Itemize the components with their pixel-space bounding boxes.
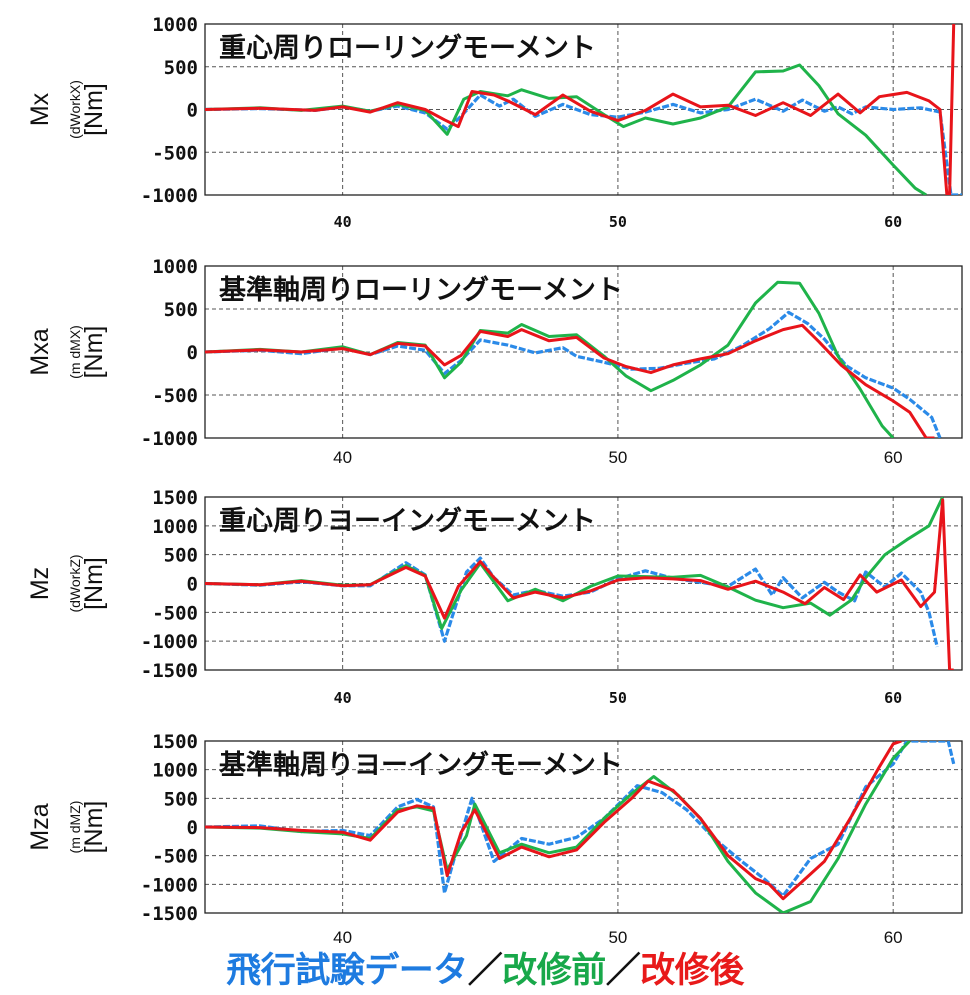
y-axis-label: Mx	[26, 92, 54, 126]
legend-item-after: 改修後	[640, 951, 744, 991]
y-tick-label: 500	[164, 299, 198, 321]
x-tick-label: 40	[333, 928, 352, 947]
y-tick-label: 1500	[152, 731, 198, 753]
y-tick-label: -1000	[141, 874, 198, 896]
y-axis-sublabel: (m dMZ)	[67, 801, 83, 854]
y-axis-unit: [Nm]	[80, 557, 108, 610]
y-tick-label: 0	[187, 342, 198, 364]
x-tick-label: 60	[884, 448, 903, 467]
panel-title: 基準軸周りヨーイングモーメント	[219, 749, 623, 781]
y-tick-label: 1000	[152, 256, 198, 278]
y-tick-label: 500	[164, 788, 198, 810]
chart-panel-1: 1000 500 0 -500 -1000 40 50 60 重心周りローリングモーメント Mx (…	[26, 14, 963, 231]
series-line-flight	[205, 556, 939, 648]
y-axis-label: Mxa	[26, 328, 54, 375]
y-tick-label: -1000	[141, 185, 198, 207]
series-line-after	[205, 498, 954, 670]
legend-item-flight-test: 飛行試験データ	[226, 951, 468, 991]
x-tick-label: 50	[608, 448, 627, 467]
y-tick-label: 1500	[152, 487, 198, 509]
chart-panel-4: 1500 1000 500 0 -500 -1000 -1500 40 50 60 基準軸周りヨーイ…	[26, 731, 963, 947]
y-tick-label: 1000	[152, 516, 198, 538]
chart-panel-3: 1500 1000 500 0 -500 -1000 -1500 40 50 60 重心周りヨーイン…	[26, 487, 963, 707]
y-tick-label: -500	[152, 142, 198, 164]
panel-title: 基準軸周りローリングモーメント	[219, 274, 623, 306]
y-tick-label: 500	[164, 545, 198, 567]
series-line-before	[205, 63, 927, 195]
y-tick-label: 0	[187, 574, 198, 596]
y-tick-label: -500	[152, 385, 198, 407]
panel-title: 重心周りローリングモーメント	[219, 32, 596, 64]
y-tick-label: -1000	[141, 631, 198, 653]
y-tick-label: 0	[187, 817, 198, 839]
y-axis-sublabel: (dWorkZ)	[67, 554, 83, 612]
series-line-after	[205, 741, 902, 901]
y-axis-sublabel: (m dMX)	[67, 325, 83, 379]
panel-title: 重心周りヨーイングモーメント	[219, 505, 596, 537]
y-axis-label: Mza	[26, 803, 54, 850]
legend-separator: ／	[467, 951, 503, 991]
y-axis-unit: [Nm]	[80, 801, 108, 854]
series-line-after	[205, 323, 935, 438]
x-tick-label: 40	[334, 213, 352, 231]
y-axis-unit: [Nm]	[80, 326, 108, 379]
x-tick-label: 40	[334, 689, 352, 707]
y-tick-label: -1500	[141, 903, 198, 925]
chart-panel-2: 1000 500 0 -500 -1000 40 50 60 基準軸周りローリングモーメント Mx…	[26, 256, 963, 467]
legend: 飛行試験データ／改修前／改修後	[0, 951, 970, 991]
x-tick-label: 50	[609, 213, 627, 231]
series-line-flight	[205, 310, 942, 438]
x-tick-label: 50	[609, 689, 627, 707]
series-line-flight	[205, 93, 962, 195]
y-axis-unit: [Nm]	[80, 83, 108, 136]
y-axis-label: Mz	[26, 567, 54, 600]
y-tick-label: -500	[152, 602, 198, 624]
y-tick-label: 1000	[152, 760, 198, 782]
y-tick-label: -1000	[141, 428, 198, 450]
x-tick-label: 60	[884, 213, 902, 231]
y-tick-label: -500	[152, 846, 198, 868]
legend-separator: ／	[605, 951, 641, 991]
y-tick-label: -1500	[141, 660, 198, 682]
x-tick-label: 50	[608, 928, 627, 947]
x-tick-label: 60	[884, 689, 902, 707]
legend-item-before: 改修前	[502, 951, 606, 991]
y-tick-label: 1000	[152, 14, 198, 36]
series-line-flight	[205, 741, 956, 898]
x-tick-label: 60	[884, 928, 903, 947]
x-tick-label: 40	[333, 448, 352, 467]
y-axis-sublabel: (dWorkX)	[67, 80, 83, 139]
y-tick-label: 0	[187, 100, 198, 122]
series-line-after	[205, 24, 956, 195]
y-tick-label: 500	[164, 57, 198, 79]
